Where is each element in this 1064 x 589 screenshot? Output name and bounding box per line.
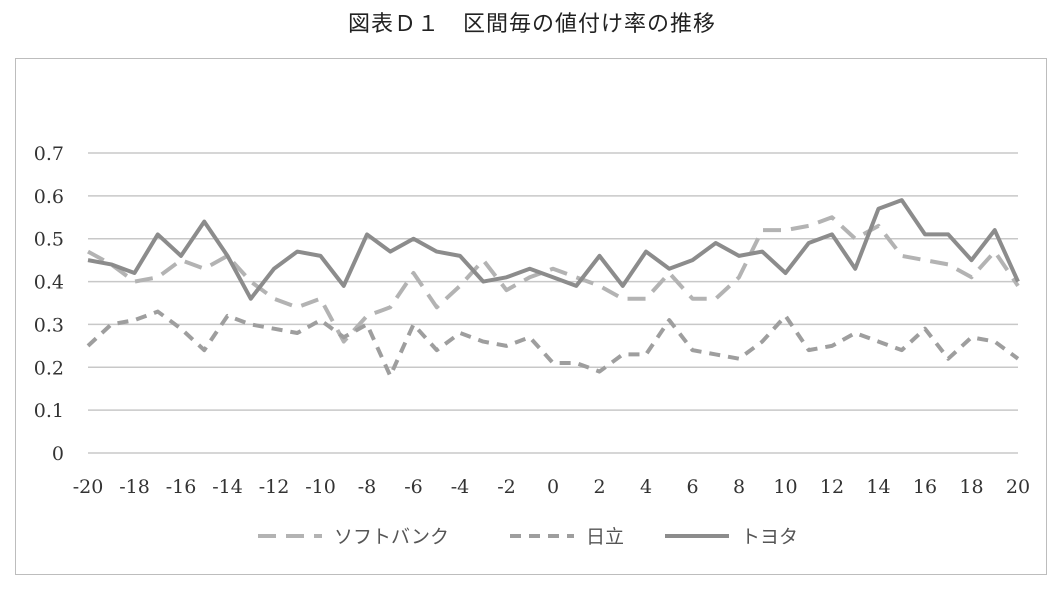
y-tick-label: 0.6 (34, 186, 64, 208)
series-line-1 (86, 309, 1020, 378)
legend-label-2: トヨタ (741, 526, 798, 548)
x-tick-label: -6 (404, 476, 423, 498)
x-tick-label: -16 (166, 476, 197, 498)
y-axis-ticks: 0 0.1 0.2 0.3 0.4 0.5 0.6 0.7 (34, 143, 64, 465)
y-tick-label: 0.4 (34, 272, 64, 294)
x-tick-label: -4 (451, 476, 470, 498)
y-tick-label: 0.2 (34, 357, 64, 379)
series-line-0 (87, 215, 1020, 344)
y-tick-label: 0 (52, 443, 64, 465)
x-tick-label: -20 (73, 476, 104, 498)
x-tick-label: -12 (259, 476, 290, 498)
x-tick-label: -8 (358, 476, 377, 498)
legend-label-0: ソフトバンク (334, 526, 449, 548)
series-lines (86, 198, 1020, 378)
gridlines (88, 152, 1018, 454)
x-tick-label: 8 (733, 476, 745, 498)
x-tick-label: 2 (593, 476, 605, 498)
y-tick-label: 0.5 (34, 229, 64, 251)
x-tick-label: 12 (820, 476, 844, 498)
x-tick-label: 14 (866, 476, 890, 498)
chart-title: 図表Ｄ１ 区間毎の値付け率の推移 (347, 12, 716, 37)
x-tick-label: -14 (212, 476, 243, 498)
x-tick-label: 10 (773, 476, 797, 498)
legend: ソフトバンク 日立 トヨタ (258, 526, 798, 548)
y-tick-label: 0.7 (34, 143, 64, 165)
chart-frame (15, 58, 1047, 575)
legend-label-1: 日立 (586, 526, 624, 548)
x-tick-label: 20 (1006, 476, 1030, 498)
x-tick-label: -10 (305, 476, 336, 498)
x-tick-label: 16 (913, 476, 937, 498)
series-line-2 (87, 198, 1020, 301)
y-tick-label: 0.1 (34, 400, 64, 422)
x-tick-label: 6 (686, 476, 698, 498)
x-tick-label: -2 (497, 476, 516, 498)
x-tick-label: -18 (119, 476, 150, 498)
x-tick-label: 4 (640, 476, 652, 498)
x-tick-label: 18 (959, 476, 983, 498)
y-tick-label: 0.3 (34, 314, 64, 336)
x-axis-ticks: -20 -18 -16 -14 -12 -10 -8 -6 -4 -2 0 2 4 6 8 10 12 14 16 1… (73, 476, 1030, 498)
x-tick-label: 0 (547, 476, 559, 498)
